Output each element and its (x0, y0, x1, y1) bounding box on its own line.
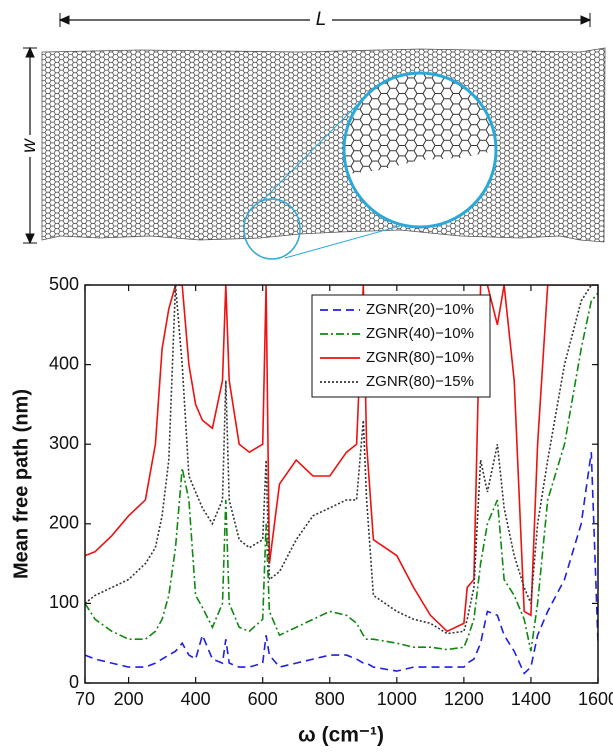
x-tick-label: 70 (75, 689, 95, 709)
legend: ZGNR(20)−10% ZGNR(40)−10% ZGNR(80)−10% ZGNR… (311, 294, 491, 398)
y-tick-label: 0 (69, 672, 79, 692)
series-line (85, 292, 598, 652)
y-tick-label: 100 (49, 592, 79, 612)
x-tick-label: 1000 (377, 689, 417, 709)
zoom-circle (342, 71, 498, 229)
length-arrow-heads (58, 13, 592, 27)
legend-box (311, 294, 491, 398)
x-tick-label: 600 (248, 689, 278, 709)
zoom-connector (261, 105, 357, 202)
legend-label: ZGNR(40)−10% (366, 325, 474, 342)
ribbon-diagram: L w (19, 8, 606, 260)
width-label: w (19, 138, 40, 153)
x-tick-label: 1200 (444, 689, 484, 709)
legend-label: ZGNR(80)−15% (366, 373, 474, 390)
x-tick-label: 200 (114, 689, 144, 709)
legend-label: ZGNR(20)−10% (366, 301, 474, 318)
length-label: L (316, 9, 327, 30)
x-tick-label: 1400 (511, 689, 551, 709)
x-axis-label: ω (cm⁻¹) (298, 724, 384, 747)
label-bg (310, 8, 332, 32)
x-tick-label: 400 (181, 689, 211, 709)
series-line (85, 452, 598, 675)
zoom-connector (284, 225, 401, 259)
width-arrow-heads (23, 46, 37, 245)
nanoribbon (41, 47, 606, 243)
y-axis-label: Mean free path (nm) (10, 389, 32, 579)
legend-label: ZGNR(80)−10% (366, 349, 474, 366)
plot-frame (84, 284, 599, 684)
x-tick-label: 800 (315, 689, 345, 709)
chart: Mean free path (nm) ω (cm⁻¹) 0 100 200 300 4… (10, 274, 613, 747)
y-tick-label: 300 (49, 433, 79, 453)
y-tick-label: 200 (49, 513, 79, 533)
y-tick-label: 400 (49, 353, 79, 373)
x-tick-label: 1600 (578, 689, 613, 709)
zoom-region (243, 198, 301, 260)
plot-area (85, 285, 598, 675)
series-line (85, 285, 598, 633)
label-bg (20, 135, 40, 157)
y-tick-label: 500 (49, 274, 79, 294)
